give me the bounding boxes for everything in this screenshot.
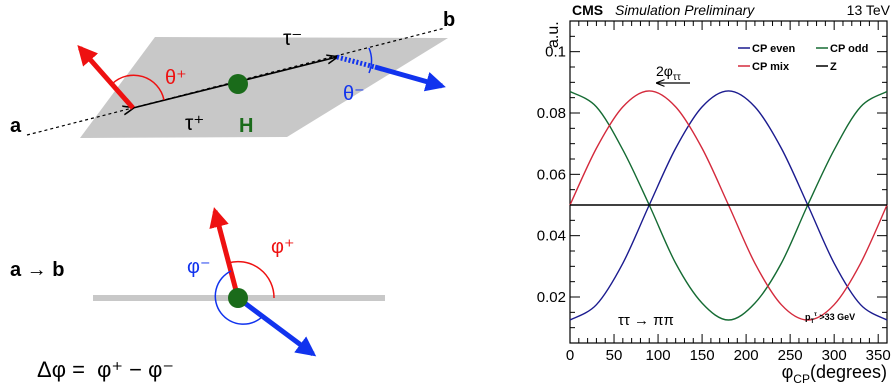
- tau-minus-daughter-dashed: [336, 54, 376, 70]
- label-theta-plus: θ⁺: [165, 67, 187, 89]
- y-tick-label: 0.06: [537, 166, 566, 183]
- legend-label-cp-odd: CP odd: [830, 43, 868, 55]
- series-line-cp-even: [569, 90, 888, 321]
- delta-phi-formula: Δφ = φ⁺ − φ⁻: [37, 357, 174, 382]
- channel-annotation: ττ → ππ: [618, 312, 674, 329]
- x-tick-label: 350: [866, 347, 891, 364]
- y-tick-label: 0.04: [537, 228, 566, 245]
- y-tick-label: 0.08: [537, 105, 566, 122]
- legend-label-cp-mix: CP mix: [752, 61, 790, 73]
- label-phi-plus: φ⁺: [271, 236, 295, 258]
- decay-plane-diagram: a b τ⁻ τ⁺ θ⁺ θ⁻ H: [10, 9, 455, 138]
- higgs-dot-transverse: [228, 288, 248, 308]
- legend-label-cp-even: CP even: [752, 43, 795, 55]
- tau-minus-daughter-arrow: [374, 64, 446, 92]
- label-tau-plus: τ⁺: [185, 112, 204, 135]
- cms-chart: CMS Simulation Preliminary 13 TeV 0 50 100…: [537, 2, 891, 385]
- x-tick-label: 0: [566, 347, 574, 364]
- series-line-cp-odd: [569, 90, 888, 321]
- x-tick-label: 300: [822, 347, 847, 364]
- legend-label-z: Z: [830, 61, 837, 73]
- legend: CP even CP odd CP mix Z: [738, 43, 868, 73]
- x-tick-label: 200: [734, 347, 759, 364]
- theta-plus-arc: [111, 74, 165, 101]
- label-phi-minus: φ⁻: [187, 256, 211, 278]
- tau-plus-daughter-arrow: [77, 45, 135, 110]
- x-axis-label: φCP(degrees): [782, 362, 887, 385]
- x-tick-label: 100: [646, 347, 671, 364]
- y-axis-label: a.u.: [545, 21, 562, 48]
- label-higgs: H: [239, 115, 253, 137]
- label-a: a: [10, 115, 22, 137]
- label-a-to-b: a → b: [10, 259, 64, 281]
- phi-plus-arc: [227, 260, 275, 299]
- chart-series: [569, 90, 888, 321]
- header-experiment: CMS: [572, 2, 603, 18]
- axis-ticks: 0 50 100 150 200 250 300 350 0.02 0.04 0.06 0.08 0.1: [537, 21, 891, 364]
- y-tick-label: 0.1: [545, 44, 566, 61]
- header-energy: 13 TeV: [847, 2, 891, 18]
- transverse-plane-diagram: a → b φ⁻ φ⁺ Δφ = φ⁺ − φ⁻: [10, 207, 385, 382]
- decay-plane: [80, 37, 448, 138]
- x-tick-label: 150: [690, 347, 715, 364]
- x-tick-label: 50: [606, 347, 623, 364]
- phi-plus-arrow: [209, 207, 241, 299]
- y-tick-label: 0.02: [537, 289, 566, 306]
- x-tick-label: 250: [778, 347, 803, 364]
- theta-minus-arc: [368, 47, 373, 74]
- plot-frame: [569, 20, 888, 344]
- label-b: b: [443, 9, 455, 31]
- label-tau-minus: τ⁻: [283, 27, 302, 50]
- label-theta-minus: θ⁻: [343, 83, 365, 105]
- shift-annotation: 2φττ: [656, 63, 681, 83]
- phi-minus-arrow: [236, 295, 317, 357]
- cut-annotation: pTτ >33 GeV: [805, 312, 855, 325]
- higgs-dot: [228, 74, 248, 94]
- phi-minus-arc: [214, 270, 265, 325]
- header-status: Simulation Preliminary: [615, 2, 755, 18]
